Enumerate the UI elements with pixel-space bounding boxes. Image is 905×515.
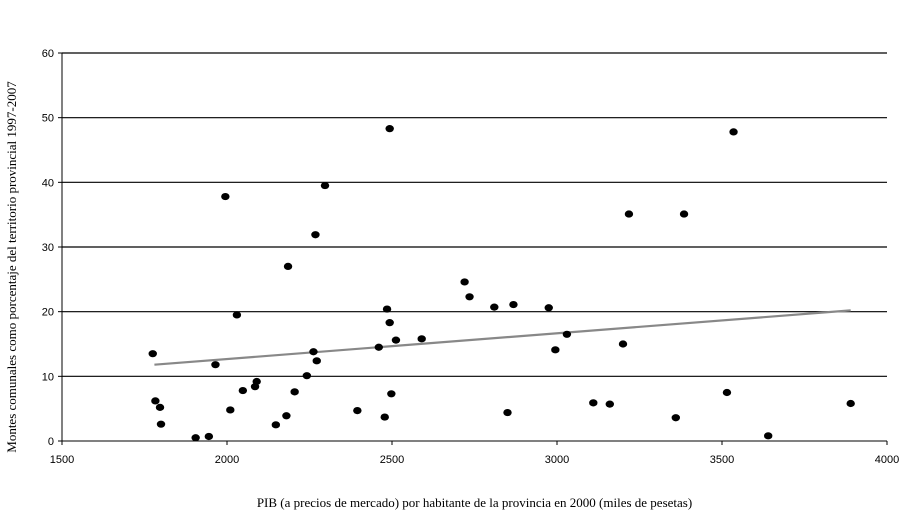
y-tick-label: 40 xyxy=(42,177,54,189)
data-point xyxy=(465,293,474,301)
data-point xyxy=(380,413,389,421)
x-tick-label: 3500 xyxy=(710,454,734,466)
data-point xyxy=(156,420,166,428)
y-axis-title: Montes comunales como porcentaje del ter… xyxy=(4,81,19,453)
data-point xyxy=(221,192,230,201)
data-point xyxy=(282,412,291,420)
data-point xyxy=(232,311,242,319)
data-point xyxy=(846,399,855,408)
data-point xyxy=(722,388,732,397)
data-point xyxy=(271,421,281,429)
data-point xyxy=(551,346,560,354)
data-point xyxy=(320,181,330,190)
x-axis-title: PIB (a precios de mercado) por habitante… xyxy=(257,495,692,510)
data-point xyxy=(562,330,572,338)
data-points xyxy=(148,125,855,442)
data-point xyxy=(503,408,512,417)
data-point xyxy=(238,386,248,395)
data-point xyxy=(374,343,383,351)
data-point xyxy=(385,319,394,327)
x-tick-label: 1500 xyxy=(50,454,74,466)
x-tick-label: 2500 xyxy=(380,454,404,466)
data-point xyxy=(679,210,689,218)
y-tick-label: 10 xyxy=(42,371,54,383)
data-point xyxy=(204,432,214,441)
trend-line xyxy=(154,309,851,366)
y-tick-label: 20 xyxy=(42,307,54,319)
data-point xyxy=(605,400,614,408)
y-tick-labels: 0 10 20 30 40 50 60 xyxy=(42,48,54,448)
data-point xyxy=(252,377,261,386)
data-point xyxy=(382,305,392,313)
data-point xyxy=(624,210,634,218)
data-point xyxy=(387,390,396,398)
data-point xyxy=(151,397,160,405)
data-point xyxy=(283,262,293,270)
data-point xyxy=(764,432,773,440)
y-tick-label: 50 xyxy=(42,113,54,125)
data-point xyxy=(417,335,426,343)
data-point xyxy=(211,361,220,369)
data-point xyxy=(312,357,321,365)
data-point xyxy=(544,304,553,312)
x-tick-labels: 1500 2000 2500 3000 3500 4000 xyxy=(50,441,899,466)
data-point xyxy=(290,388,299,396)
data-point xyxy=(191,434,200,442)
data-point xyxy=(226,406,235,414)
data-point xyxy=(302,372,312,380)
data-point xyxy=(729,128,738,136)
axes xyxy=(61,53,887,442)
y-tick-label: 0 xyxy=(48,436,54,448)
data-point xyxy=(589,399,598,407)
data-point xyxy=(311,231,320,239)
data-point xyxy=(148,350,157,358)
x-tick-label: 3000 xyxy=(545,454,569,466)
data-point xyxy=(671,414,680,422)
data-point xyxy=(309,348,318,356)
horizontal-gridlines xyxy=(58,52,887,442)
y-tick-label: 30 xyxy=(42,242,54,254)
data-point xyxy=(618,340,628,348)
data-point xyxy=(509,300,518,309)
x-tick-label: 2000 xyxy=(215,454,239,466)
data-point xyxy=(490,303,499,311)
data-point xyxy=(155,403,165,411)
data-point xyxy=(460,278,469,286)
y-tick-label: 60 xyxy=(42,48,54,60)
data-point xyxy=(385,125,394,133)
data-point xyxy=(353,407,362,415)
x-tick-label: 4000 xyxy=(875,454,899,466)
data-point xyxy=(391,336,401,344)
